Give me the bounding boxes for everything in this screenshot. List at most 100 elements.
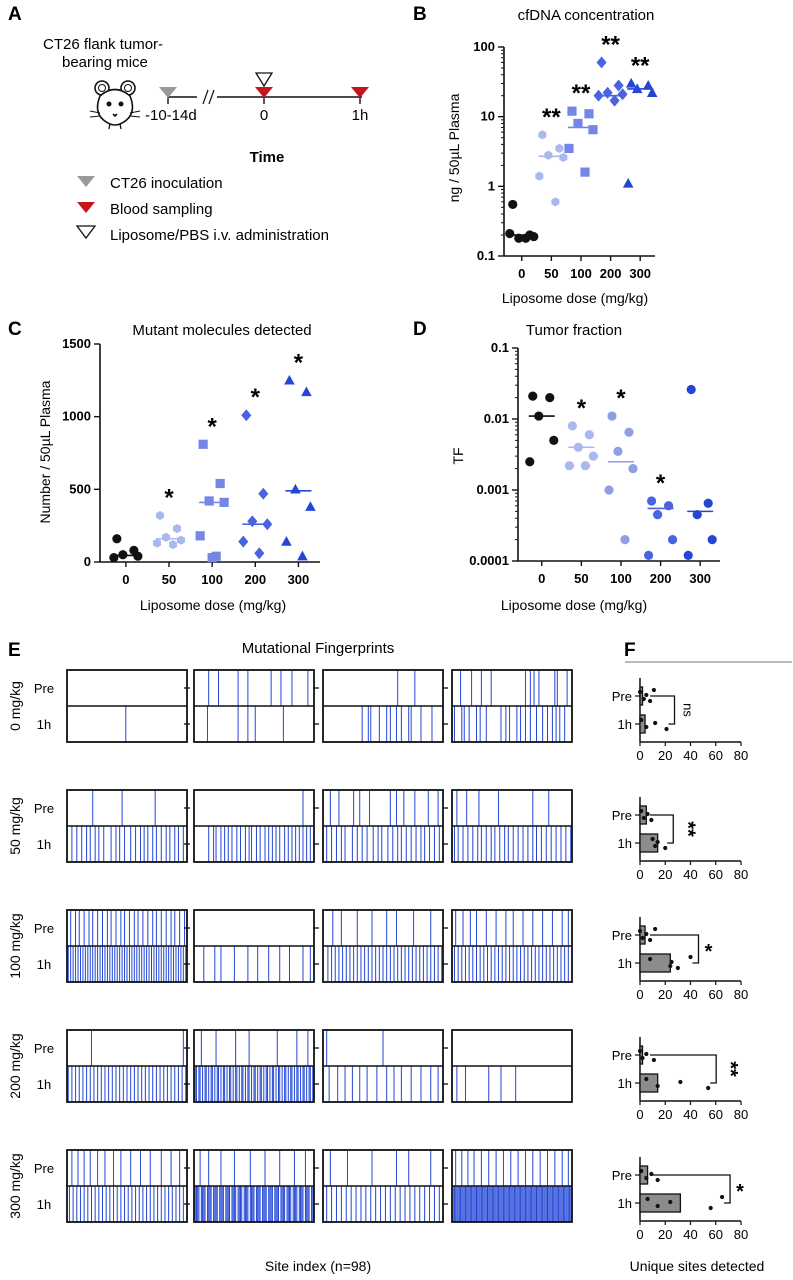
fingerprint-group-label: 200 mg/kg — [7, 1033, 23, 1098]
chart-b-point — [613, 79, 624, 92]
chart-c-significance: * — [164, 484, 174, 511]
chart-c-point — [301, 386, 312, 397]
fingerprint-row-label-1h: 1h — [37, 837, 51, 852]
chart-c-point — [169, 539, 178, 550]
chart-f-point — [655, 1083, 660, 1089]
chart-c-point — [284, 374, 295, 385]
chart-f-bar-post — [639, 953, 671, 973]
chart-d-xtick-label: 0 — [538, 571, 545, 586]
administration-marker-icon — [254, 72, 274, 88]
chart-f-point — [649, 817, 654, 823]
chart-b-significance: ** — [542, 104, 561, 131]
chart-b-ytick-label: 1 — [488, 178, 495, 193]
chart-b-point — [538, 130, 547, 140]
chart-f-row-label-1h: 1h — [618, 1196, 632, 1211]
chart-f-point — [663, 845, 668, 851]
chart-f-point — [644, 692, 649, 698]
unique-sites-chart: Unique sites detected Pre 1h 0 20 40 60 80 ns Pr… — [612, 661, 792, 1274]
chart-d-ylabel: TF — [450, 447, 466, 464]
chart-d-point — [628, 464, 638, 474]
chart-c-point — [177, 535, 186, 545]
legend-blood-sampling-icon — [77, 202, 95, 213]
timeline-panel: CT26 flank tumor- bearing mice -10-14d 0 — [43, 36, 369, 244]
chart-d-point — [652, 510, 663, 520]
chart-f-xtick-label: 0 — [636, 748, 643, 763]
chart-b-point — [617, 88, 628, 101]
chart-f-point — [644, 1051, 649, 1057]
chart-b-xtick-label: 0 — [518, 266, 525, 281]
chart-c-point — [198, 439, 208, 449]
blood-sampling-marker-icon — [255, 87, 273, 98]
chart-f-point — [708, 1205, 713, 1211]
chart-c-point — [109, 553, 119, 563]
chart-f-point — [688, 954, 693, 960]
chart-c-point — [204, 496, 214, 506]
chart-d-point — [584, 430, 594, 440]
chart-f-xtick-label: 0 — [636, 1107, 643, 1122]
fingerprint-group-label: 50 mg/kg — [7, 797, 23, 855]
chart-d-significance: * — [577, 395, 587, 422]
chart-c-point — [207, 553, 217, 563]
chart-f-point — [651, 1057, 656, 1063]
inoculation-marker-icon — [159, 87, 177, 98]
chart-f-xtick-label: 20 — [658, 867, 672, 882]
chart-f-xtick-label: 60 — [709, 748, 723, 763]
chart-f-bar-pre — [639, 925, 646, 945]
chart-f-point — [644, 1175, 649, 1181]
fingerprint-row-label-1h: 1h — [37, 1197, 51, 1212]
panel-label-c: C — [8, 319, 22, 340]
chart-f-row-label-pre: Pre — [612, 689, 632, 704]
chart-c-point — [112, 534, 122, 544]
fingerprints-chart: Mutational Fingerprints Site index (n=98… — [7, 640, 573, 1274]
chart-f-bar-pre — [639, 1165, 649, 1185]
chart-d-xtick-label: 200 — [650, 571, 672, 586]
chart-f-row-label-pre: Pre — [612, 928, 632, 943]
chart-d-point — [703, 498, 713, 508]
chart-b-point — [521, 233, 531, 243]
chart-b-point — [529, 231, 539, 242]
chart-b-ytick-label: 10 — [481, 109, 495, 124]
chart-d-point — [667, 535, 678, 545]
chart-d-xtick-label: 100 — [610, 571, 632, 586]
chart-d-significance: * — [616, 385, 626, 412]
chart-d-xtick-label: 50 — [574, 571, 588, 586]
chart-c-xtick-label: 0 — [122, 572, 129, 587]
chart-b-plot: 0.1 1 10 100 0 50 ** 100 ** 200 ** 300 ** — [473, 31, 658, 281]
fingerprint-row-label-1h: 1h — [37, 1077, 51, 1092]
tumor-fraction-chart: Tumor fraction Liposome dose (mg/kg) TF … — [450, 322, 720, 613]
chart-f-point — [648, 937, 653, 943]
cfdna-chart: cfDNA concentration Liposome dose (mg/kg… — [446, 7, 658, 306]
chart-c-xtick-label: 100 — [201, 572, 223, 587]
fingerprint-row-label-pre: Pre — [34, 681, 54, 696]
chart-d-point — [580, 461, 590, 471]
chart-c-point — [254, 547, 265, 560]
chart-c-ytick-label: 1000 — [62, 409, 91, 424]
chart-d-point — [564, 461, 574, 471]
chart-d-point — [604, 485, 614, 495]
timeline-tick-1h: 1h — [352, 107, 369, 124]
chart-b-xtick-label: 50 — [544, 266, 558, 281]
chart-f-row-label-1h: 1h — [618, 956, 632, 971]
panel-label-e: E — [8, 640, 21, 661]
fingerprint-group-label: 100 mg/kg — [7, 913, 23, 978]
chart-f-bar-pre — [639, 1045, 644, 1065]
chart-d-ytick-label: 0.001 — [476, 482, 509, 497]
chart-c-point — [290, 483, 301, 494]
chart-b-point — [573, 118, 583, 129]
chart-c-point — [156, 510, 165, 521]
chart-d-point — [707, 535, 717, 545]
chart-f-xtick-label: 20 — [658, 748, 672, 763]
chart-f-point — [644, 724, 649, 730]
chart-d-point — [545, 393, 555, 403]
chart-f-point — [650, 836, 655, 842]
chart-d-point — [620, 535, 630, 545]
chart-f-point — [651, 687, 656, 693]
chart-c-point — [238, 535, 249, 548]
chart-f-point — [719, 1194, 725, 1200]
chart-f-point — [640, 1055, 645, 1061]
panel-label-a: A — [8, 4, 22, 25]
chart-f-row-label-1h: 1h — [618, 836, 632, 851]
panel-label-d: D — [413, 319, 427, 340]
chart-b-point — [551, 197, 560, 207]
chart-f-significance-bracket — [650, 695, 676, 725]
